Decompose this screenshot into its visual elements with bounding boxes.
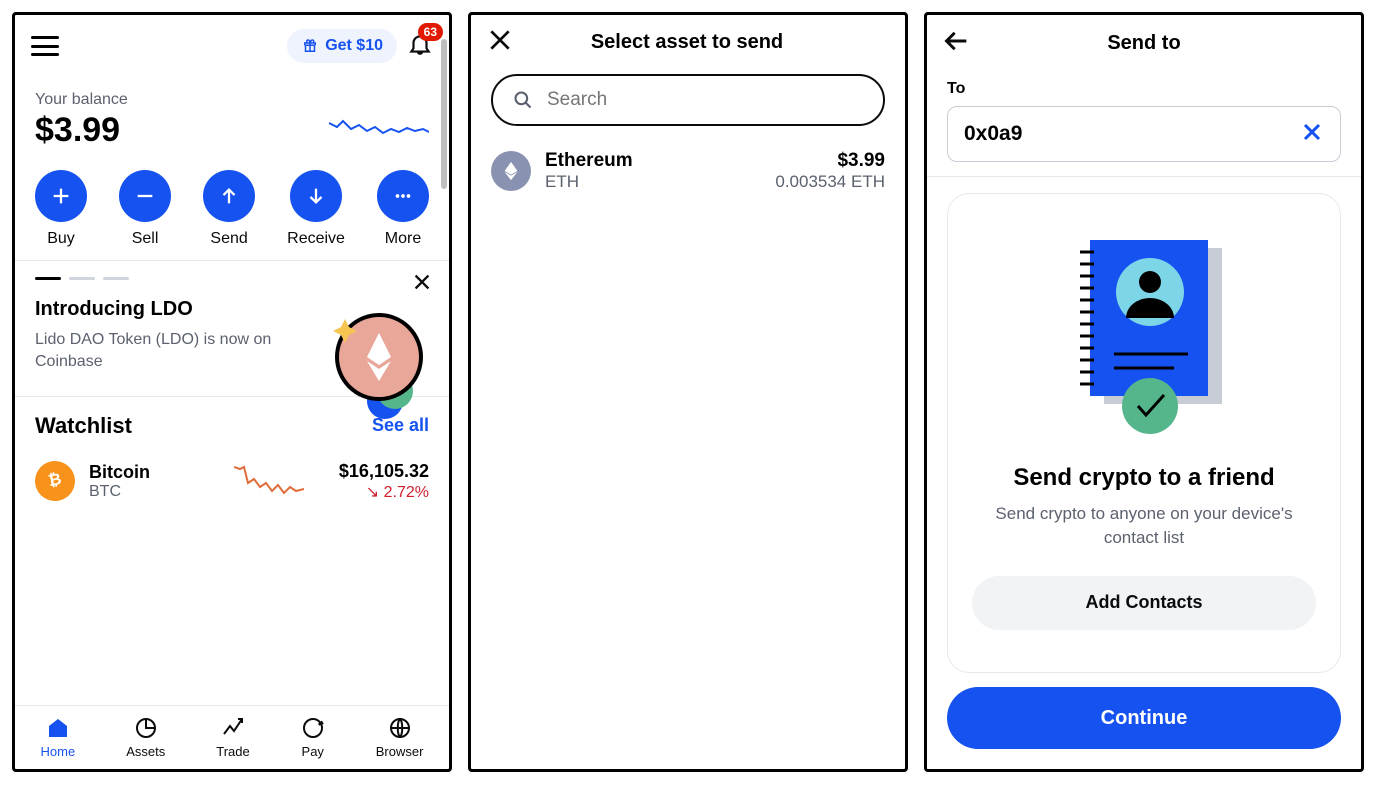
carousel-indicator [35,277,429,280]
promo-pill-label: Get $10 [325,37,383,55]
send-to-screen: Send to To 0x0a9 [924,12,1364,772]
coin-sparkline [213,463,325,499]
to-value: 0x0a9 [964,122,1022,146]
tab-pay[interactable]: Pay [301,716,325,759]
footer: Continue [927,673,1361,769]
scrollbar[interactable] [441,39,447,189]
continue-button[interactable]: Continue [947,687,1341,749]
tab-home-label: Home [41,744,76,759]
promo-graphic [329,309,429,424]
add-contacts-button[interactable]: Add Contacts [972,576,1316,630]
tab-browser-label: Browser [376,744,424,759]
contacts-illustration [1054,234,1234,434]
search-wrap [471,70,905,138]
plus-icon [50,185,72,207]
promo-subtitle: Lido DAO Token (LDO) is now on Coinbase [35,329,285,374]
asset-row-eth[interactable]: Ethereum ETH $3.99 0.003534 ETH [471,138,905,204]
notifications-button[interactable]: 63 [407,31,433,62]
balance-label: Your balance [35,91,128,109]
eth-icon [491,151,531,191]
buy-button[interactable]: Buy [35,170,87,248]
clear-button[interactable] [1300,120,1324,149]
search-box[interactable] [491,74,885,126]
header: Select asset to send [471,15,905,70]
asset-name: Ethereum [545,150,761,172]
to-label: To [947,80,1341,98]
balance-sparkline [329,110,429,150]
contacts-card: Send crypto to a friend Send crypto to a… [947,193,1341,673]
to-input[interactable]: 0x0a9 [947,106,1341,162]
pie-icon [134,716,158,740]
receive-label: Receive [287,230,345,248]
notification-badge: 63 [418,23,443,41]
tab-trade[interactable]: Trade [216,716,249,759]
home-screen: Get $10 63 Your balance $3.99 Buy Sell S [12,12,452,772]
btc-icon: ₿ [31,458,78,505]
header: Send to [927,15,1361,72]
close-icon [1300,120,1324,144]
buy-label: Buy [47,230,75,248]
more-label: More [385,230,421,248]
send-button[interactable]: Send [203,170,255,248]
coin-change: ↘ 2.72% [339,482,429,502]
promo-card[interactable]: Introducing LDO Lido DAO Token (LDO) is … [15,261,449,396]
asset-symbol: ETH [545,172,761,192]
coin-name: Bitcoin [89,462,199,483]
coin-symbol: BTC [89,483,199,501]
globe-icon [388,716,412,740]
close-icon [411,271,433,293]
asset-fiat: $3.99 [775,150,885,172]
more-button[interactable]: More [377,170,429,248]
card-subtitle: Send crypto to anyone on your device's c… [972,502,1316,550]
tab-pay-label: Pay [302,744,324,759]
card-title: Send crypto to a friend [1013,464,1274,492]
top-bar: Get $10 63 [15,15,449,69]
arrow-up-icon [218,185,240,207]
trade-icon [221,716,245,740]
tab-assets-label: Assets [126,744,165,759]
action-row: Buy Sell Send Receive More [15,154,449,260]
search-icon [513,90,533,110]
pay-icon [301,716,325,740]
screen-title: Select asset to send [485,31,889,54]
get-10-button[interactable]: Get $10 [287,29,397,63]
receive-button[interactable]: Receive [287,170,345,248]
search-input[interactable] [547,89,863,111]
asset-amount: 0.003534 ETH [775,172,885,192]
top-right: Get $10 63 [287,29,433,63]
sell-label: Sell [132,230,159,248]
menu-icon[interactable] [31,36,59,56]
home-icon [46,716,70,740]
minus-icon [134,185,156,207]
select-asset-screen: Select asset to send Ethereum ETH $3.99 … [468,12,908,772]
dots-icon [392,185,414,207]
watchlist-item-btc[interactable]: ₿ Bitcoin BTC $16,105.32 ↘ 2.72% [15,447,449,516]
send-label: Send [210,230,247,248]
coin-price: $16,105.32 [339,461,429,482]
tab-bar: Home Assets Trade Pay Browser [15,705,449,769]
arrow-down-icon [305,185,327,207]
balance-section: Your balance $3.99 [15,69,449,154]
balance-amount: $3.99 [35,111,128,150]
tab-home[interactable]: Home [41,716,76,759]
sell-button[interactable]: Sell [119,170,171,248]
screen-title: Send to [943,32,1345,55]
tab-assets[interactable]: Assets [126,716,165,759]
promo-close-button[interactable] [411,271,433,298]
gift-icon [301,37,319,55]
tab-browser[interactable]: Browser [376,716,424,759]
to-block: To 0x0a9 [927,72,1361,177]
tab-trade-label: Trade [216,744,249,759]
watchlist-title: Watchlist [35,413,132,439]
